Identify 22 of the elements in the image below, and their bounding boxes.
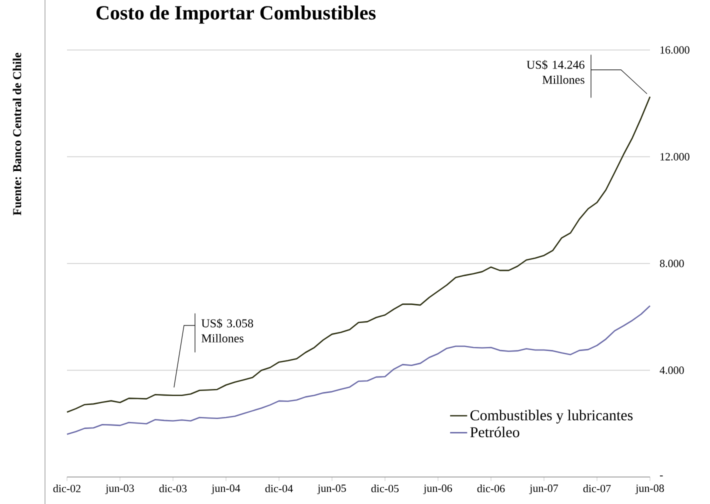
x-tick-label: jun-08 bbox=[635, 484, 664, 494]
legend-label: Combustibles y lubricantes bbox=[470, 410, 633, 424]
x-tick-label: dic-02 bbox=[53, 484, 80, 492]
chart-title: Costo de Importar Combustibles bbox=[96, 6, 376, 24]
y-tick-label: 12.000 bbox=[660, 153, 690, 160]
source-note: Fuente: Banco Central de Chile bbox=[12, 52, 22, 216]
x-tick-label: dic-07 bbox=[583, 484, 611, 492]
x-tick-label: jun-03 bbox=[105, 484, 134, 494]
x-tick-label: jun-05 bbox=[317, 484, 346, 494]
x-tick-label: dic-03 bbox=[159, 484, 187, 492]
annotation: US$ 3.058 Millones bbox=[201, 318, 254, 342]
x-tick-label: dic-06 bbox=[477, 484, 505, 492]
x-tick-label: dic-05 bbox=[371, 484, 399, 492]
x-tick-label: jun-07 bbox=[529, 484, 558, 494]
y-tick-label: 8.000 bbox=[660, 260, 684, 268]
legend-label: Petróleo bbox=[470, 426, 520, 438]
y-tick-label: 4.000 bbox=[660, 366, 684, 374]
x-tick-label: jun-06 bbox=[423, 484, 452, 494]
x-tick-label: dic-04 bbox=[265, 484, 293, 492]
x-tick-label: jun-04 bbox=[211, 484, 240, 494]
y-tick-label: 16.000 bbox=[660, 46, 690, 54]
annotation: US$ 14.246 Millones bbox=[526, 60, 584, 84]
